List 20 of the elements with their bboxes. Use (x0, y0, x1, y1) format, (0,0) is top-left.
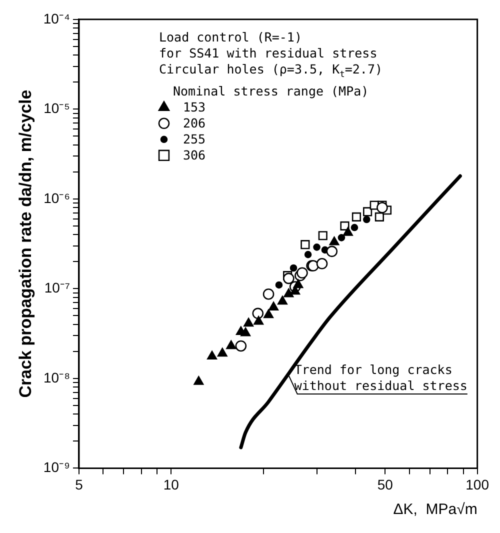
legend-title: Nominal stress range (MPa) (172, 83, 369, 98)
legend-label: 206 (182, 115, 206, 130)
annotation: Trend for long cracks without residual stress (294, 362, 468, 393)
y-tick-label: 10⁻⁸ (44, 369, 70, 386)
x-axis-title: ΔK, MPa√m (393, 501, 478, 518)
x-tick-label: 50 (377, 476, 394, 492)
annotation: Load control (R=-1) (158, 29, 302, 44)
y-axis-title: Crack propagation rate da/dn, m/cycle (16, 90, 35, 398)
legend-label: 306 (182, 147, 206, 162)
y-tick-label: 10⁻⁵ (44, 100, 70, 116)
y-tick-label: 10⁻⁴ (43, 10, 70, 26)
x-tick-label: 10 (163, 476, 180, 492)
x-tick-label: 100 (466, 476, 490, 492)
x-tick-label: 5 (75, 476, 84, 492)
y-tick-label: 10⁻⁶ (44, 190, 70, 206)
y-tick-label: 10⁻⁹ (43, 459, 70, 476)
y-tick-label: 10⁻⁷ (44, 280, 70, 296)
legend-label: 255 (182, 131, 206, 146)
annotation: for SS41 with residual stress (158, 45, 378, 60)
legend-label: 153 (182, 99, 206, 114)
